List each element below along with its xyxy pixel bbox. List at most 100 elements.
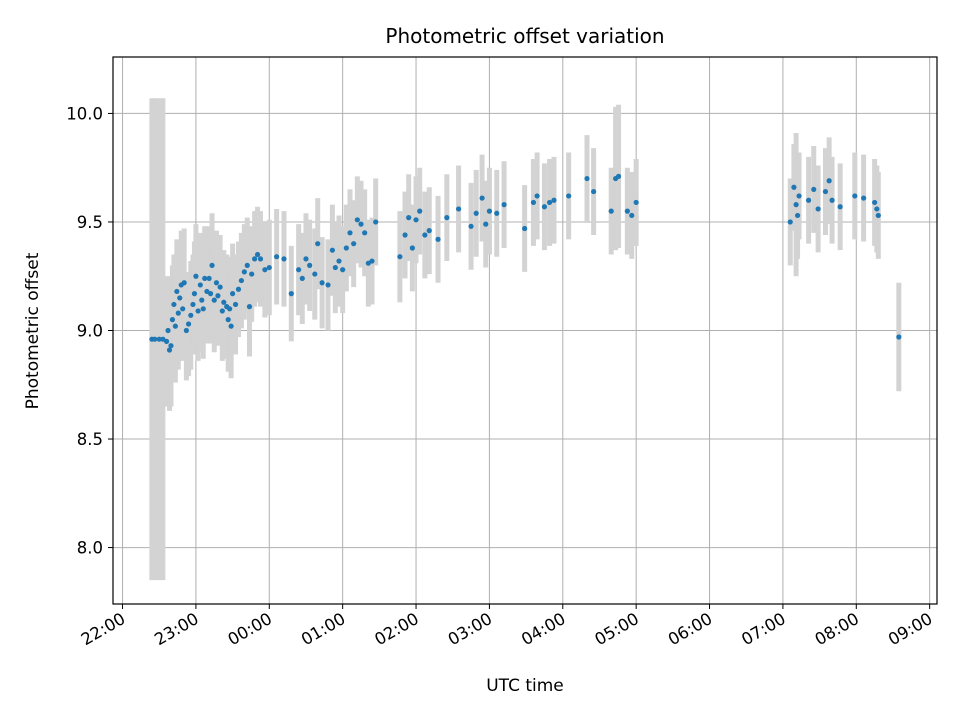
data-point <box>180 306 186 312</box>
data-point <box>896 334 902 340</box>
data-point <box>312 271 318 277</box>
data-point <box>402 232 408 238</box>
y-axis-ticks: 8.0 8.5 9.0 9.5 10.0 <box>66 104 113 558</box>
data-point <box>183 327 189 334</box>
data-point <box>266 264 272 271</box>
data-point <box>479 195 485 201</box>
data-point <box>872 199 878 206</box>
data-point <box>354 217 360 223</box>
data-point <box>257 256 264 262</box>
data-point <box>168 343 174 349</box>
data-point <box>875 212 881 219</box>
point-layer <box>149 173 902 353</box>
data-point <box>340 267 346 273</box>
data-point <box>274 254 280 260</box>
data-point <box>163 338 170 344</box>
data-point <box>228 323 234 329</box>
data-point <box>787 219 793 225</box>
data-point <box>181 280 187 286</box>
data-point <box>615 173 622 179</box>
data-point <box>156 336 162 342</box>
data-point <box>343 245 349 251</box>
data-point <box>815 206 821 212</box>
data-point <box>175 310 181 316</box>
data-point <box>238 277 245 284</box>
data-point <box>190 301 196 308</box>
data-point <box>199 297 205 303</box>
data-point <box>319 280 325 286</box>
data-point <box>473 210 479 216</box>
data-point <box>200 306 206 312</box>
data-point <box>534 193 540 199</box>
data-point <box>202 275 208 282</box>
data-point <box>501 202 507 208</box>
data-point <box>206 275 212 282</box>
data-point <box>551 197 557 203</box>
data-point <box>197 282 203 288</box>
y-axis-label: Photometric offset <box>23 252 43 409</box>
data-point <box>332 264 338 271</box>
data-point <box>185 321 192 327</box>
data-point <box>165 327 171 334</box>
data-point <box>329 247 335 253</box>
data-point <box>171 301 177 308</box>
data-point <box>362 230 368 236</box>
data-point <box>195 308 201 314</box>
data-point <box>522 225 528 232</box>
data-point <box>444 215 450 221</box>
data-point <box>262 267 268 273</box>
data-point <box>241 269 247 275</box>
data-point <box>584 175 590 182</box>
data-point <box>811 186 817 193</box>
data-point <box>211 297 217 303</box>
data-point <box>426 228 432 234</box>
data-point <box>822 188 829 195</box>
data-point <box>796 193 802 199</box>
data-point <box>351 241 357 247</box>
data-point <box>633 199 639 206</box>
data-point <box>252 256 258 262</box>
data-point <box>152 336 158 342</box>
data-point <box>483 221 489 227</box>
data-point <box>397 254 403 260</box>
data-point <box>794 212 801 219</box>
data-point <box>546 199 553 206</box>
data-point <box>829 197 835 203</box>
y-tick-label: 9.5 <box>77 213 103 232</box>
data-point <box>235 286 242 292</box>
data-point <box>188 312 194 318</box>
data-point <box>244 262 250 268</box>
data-point <box>230 290 236 297</box>
data-point <box>837 204 843 210</box>
data-point <box>281 256 287 262</box>
data-point <box>303 256 309 262</box>
data-point <box>288 290 294 297</box>
data-point <box>315 241 321 247</box>
data-point <box>174 288 180 295</box>
data-point <box>169 317 176 323</box>
data-point <box>166 347 173 353</box>
data-point <box>624 208 630 214</box>
data-point <box>207 290 214 297</box>
data-point <box>213 280 220 286</box>
grid-layer <box>113 57 937 604</box>
data-point <box>566 193 572 199</box>
data-point <box>225 317 231 323</box>
data-point <box>530 199 537 206</box>
data-point <box>232 301 239 308</box>
data-point <box>373 219 379 225</box>
data-point <box>336 258 342 264</box>
data-point <box>296 267 302 273</box>
data-point <box>629 212 635 219</box>
data-point <box>193 273 199 279</box>
chart-title: Photometric offset variation <box>385 24 664 48</box>
x-axis-label: UTC time <box>486 676 564 696</box>
data-point <box>486 208 493 214</box>
y-tick-label: 9.0 <box>77 322 103 341</box>
data-point <box>852 193 858 199</box>
data-point <box>422 232 428 238</box>
data-point <box>435 236 441 242</box>
data-point <box>215 293 221 299</box>
